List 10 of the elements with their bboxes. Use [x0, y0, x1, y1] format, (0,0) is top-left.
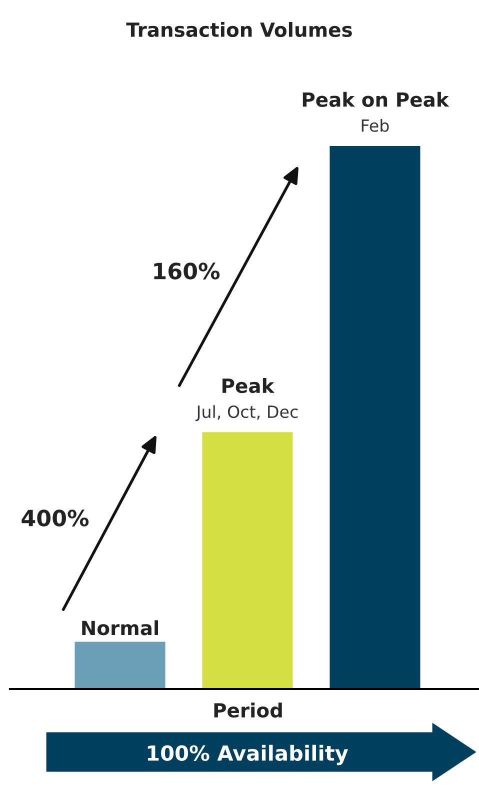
chart-title: Transaction Volumes — [126, 22, 352, 38]
text: 100% Availability — [148, 744, 348, 766]
annotation: 400% — [22, 510, 89, 526]
annotation: Feb — [362, 119, 389, 132]
annotation: 160% — [154, 262, 220, 280]
x-tick-label: Peak — [222, 378, 275, 394]
x-tick-label: Peak on Peak — [302, 92, 450, 107]
x-tick-label: Normal — [82, 620, 158, 636]
x-axis-title: Period — [214, 702, 282, 718]
annotation: Jul, Oct, Dec — [195, 405, 298, 422]
